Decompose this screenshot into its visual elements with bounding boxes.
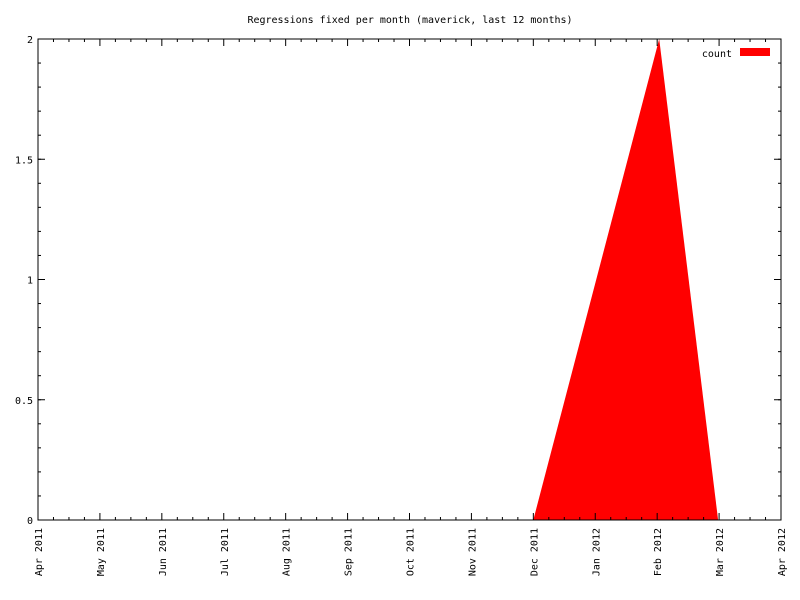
legend-swatch [740, 48, 770, 56]
x-tick-label: Jan 2012 [591, 528, 602, 576]
legend: count [702, 48, 770, 60]
x-tick-label: Apr 2011 [34, 528, 45, 576]
x-tick-label: Jun 2011 [158, 528, 169, 576]
y-tick-label: 0 [27, 516, 33, 527]
y-tick-label: 0.5 [15, 396, 33, 407]
x-tick-label: Mar 2012 [715, 528, 726, 576]
ticks-layer: 0 0.5 1 1.5 2 Apr 2011 May 2011 Jun 2011 Jul 201… [15, 35, 788, 576]
x-tick-label: Feb 2012 [653, 528, 664, 576]
x-tick-label: May 2011 [96, 528, 107, 576]
y-tick-label: 1.5 [15, 155, 33, 166]
legend-label: count [702, 49, 732, 60]
x-tick-label: Aug 2011 [282, 528, 293, 576]
x-tick-label: Oct 2011 [406, 528, 417, 576]
chart-title: Regressions fixed per month (maverick, l… [247, 15, 572, 26]
x-tick-label: Sep 2011 [344, 528, 355, 576]
x-tick-label: Dec 2011 [529, 528, 540, 576]
y-tick-label: 2 [27, 35, 33, 46]
y-tick-label: 1 [27, 276, 33, 287]
area-layer [533, 39, 719, 520]
x-tick-label: Nov 2011 [467, 528, 478, 576]
area-segment [533, 39, 719, 520]
x-tick-label: Apr 2012 [777, 528, 788, 576]
x-tick-label: Jul 2011 [220, 528, 231, 576]
